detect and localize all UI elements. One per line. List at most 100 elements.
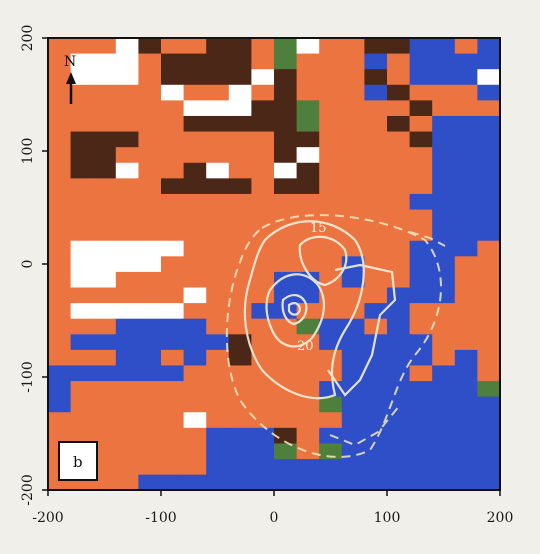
heatmap-cell <box>183 334 207 351</box>
heatmap-cell <box>409 209 433 226</box>
heatmap-cell <box>409 412 433 429</box>
heatmap-cell <box>409 459 433 476</box>
heatmap-cell <box>341 318 365 335</box>
heatmap-cell <box>183 38 207 54</box>
heatmap-cell <box>387 100 410 117</box>
heatmap-cell <box>115 412 139 429</box>
heatmap-cell <box>319 53 343 70</box>
heatmap-cell <box>138 349 162 366</box>
heatmap-cell <box>183 303 207 320</box>
heatmap-cell <box>296 147 320 164</box>
heatmap-cell <box>93 115 117 132</box>
heatmap-cell <box>454 365 478 382</box>
heatmap-cell <box>206 287 230 304</box>
heatmap-cell <box>115 427 139 444</box>
heatmap-cell <box>477 349 501 366</box>
heatmap-cell <box>432 162 456 179</box>
heatmap-cell <box>138 459 162 476</box>
heatmap-cell <box>206 131 230 148</box>
heatmap-cell <box>161 162 184 179</box>
heatmap-cell <box>296 443 320 460</box>
panel-label-box: b <box>58 441 98 481</box>
heatmap-cell <box>432 271 456 288</box>
heatmap-cell <box>115 256 139 273</box>
x-tick-label: 100 <box>374 510 401 526</box>
heatmap-cell <box>432 69 456 86</box>
heatmap-cell <box>138 131 162 148</box>
heatmap-cell <box>115 474 139 491</box>
heatmap-cell <box>206 349 230 366</box>
heatmap-cell <box>228 225 252 242</box>
heatmap-cell <box>477 147 501 164</box>
heatmap-cell <box>48 162 71 179</box>
contour-line <box>298 235 348 287</box>
heatmap-cell <box>161 334 184 351</box>
heatmap-cell <box>341 147 365 164</box>
heatmap-cell <box>274 69 297 86</box>
heatmap-cell <box>387 131 410 148</box>
heatmap-cell <box>274 318 297 335</box>
heatmap-cell <box>183 115 207 132</box>
heatmap-cell <box>228 474 252 491</box>
heatmap-cell <box>251 303 275 320</box>
heatmap-cell <box>477 459 501 476</box>
heatmap-cell <box>274 303 297 320</box>
heatmap-cell <box>274 100 297 117</box>
heatmap-cell <box>161 365 184 382</box>
heatmap-cell <box>138 115 162 132</box>
heatmap-cell <box>319 38 343 54</box>
heatmap-cell <box>409 396 433 413</box>
heatmap-cell <box>138 271 162 288</box>
heatmap-cell <box>319 474 343 491</box>
contour-line <box>287 302 302 316</box>
heatmap-cell <box>70 381 94 398</box>
heatmap-cell <box>183 412 207 429</box>
heatmap-cell <box>93 334 117 351</box>
heatmap-cell <box>341 53 365 70</box>
heatmap-cell <box>319 256 343 273</box>
heatmap-cell <box>409 349 433 366</box>
heatmap-cell <box>206 162 230 179</box>
heatmap-cell <box>341 303 365 320</box>
heatmap-cell <box>70 271 94 288</box>
heatmap-cell <box>138 53 162 70</box>
heatmap-cell <box>454 162 478 179</box>
heatmap-cell <box>454 396 478 413</box>
heatmap-cell <box>477 381 501 398</box>
heatmap-cell <box>454 178 478 195</box>
heatmap-cell <box>228 412 252 429</box>
heatmap-cell <box>432 396 456 413</box>
panel-label: b <box>73 453 83 471</box>
heatmap-cell <box>387 209 410 226</box>
heatmap-cell <box>206 53 230 70</box>
heatmap-cell <box>93 225 117 242</box>
heatmap-cell <box>48 53 71 70</box>
heatmap-cell <box>115 131 139 148</box>
heatmap-cell <box>93 412 117 429</box>
heatmap-cell <box>228 459 252 476</box>
heatmap-cell <box>432 256 456 273</box>
heatmap-cell <box>364 459 388 476</box>
heatmap-cell <box>341 412 365 429</box>
heatmap-cell <box>70 334 94 351</box>
heatmap-cell <box>48 256 71 273</box>
heatmap-cell <box>387 115 410 132</box>
heatmap-cell <box>206 178 230 195</box>
heatmap-cell <box>183 131 207 148</box>
heatmap-cell <box>115 193 139 210</box>
heatmap-cell <box>319 162 343 179</box>
heatmap-cell <box>454 303 478 320</box>
heatmap-cell <box>138 209 162 226</box>
heatmap-cell <box>161 474 184 491</box>
heatmap-cell <box>319 84 343 101</box>
heatmap-cell <box>477 178 501 195</box>
heatmap-cell <box>274 349 297 366</box>
heatmap-cell <box>409 334 433 351</box>
heatmap-cell <box>296 381 320 398</box>
heatmap-cell <box>477 318 501 335</box>
heatmap-cell <box>341 100 365 117</box>
heatmap-cell <box>115 334 139 351</box>
heatmap-cell <box>432 178 456 195</box>
heatmap-cell <box>138 240 162 257</box>
heatmap-cell <box>319 349 343 366</box>
